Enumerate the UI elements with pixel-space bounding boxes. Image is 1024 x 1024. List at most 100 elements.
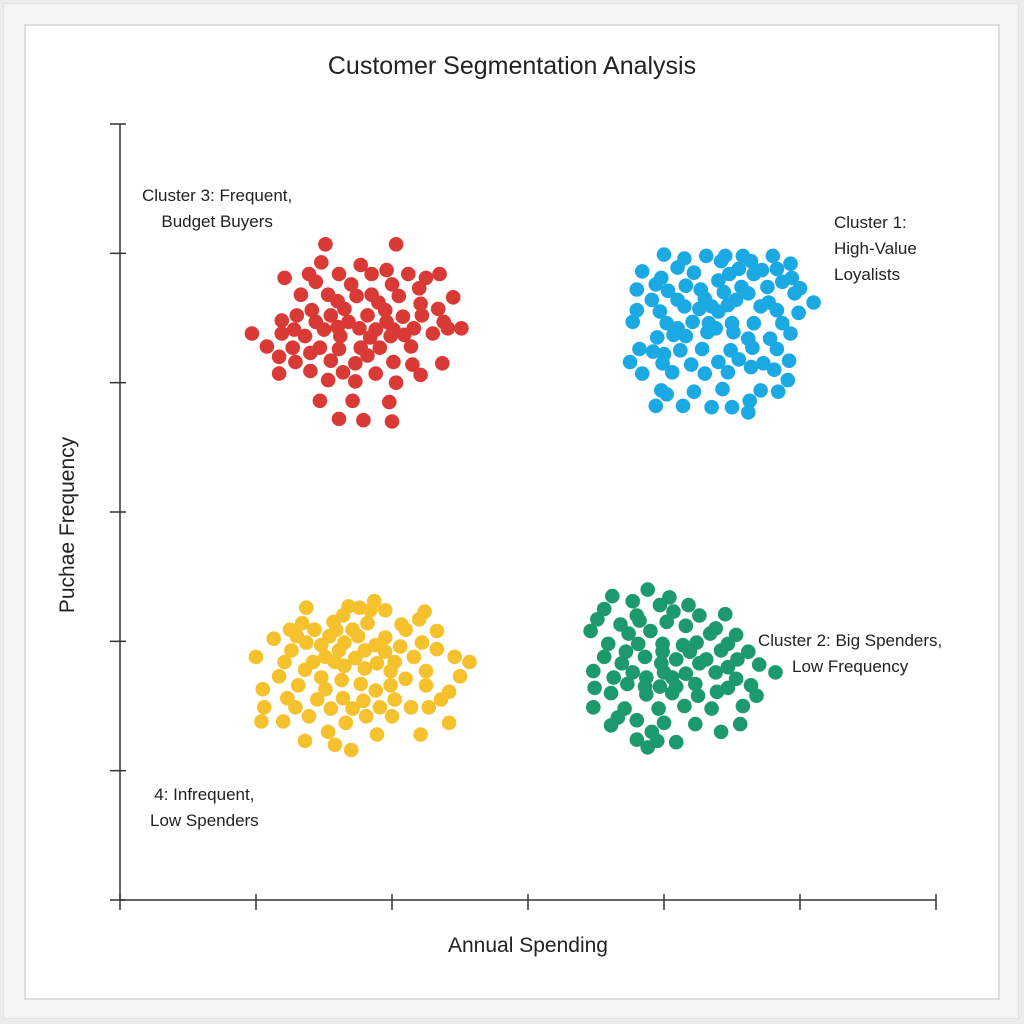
data-point <box>770 384 786 400</box>
data-point <box>297 733 313 749</box>
data-point <box>285 340 301 356</box>
data-point <box>303 345 318 361</box>
data-point <box>746 315 762 331</box>
data-point <box>596 601 612 617</box>
data-point <box>286 322 302 337</box>
data-point <box>259 339 275 354</box>
data-point <box>358 709 374 724</box>
data-point <box>387 692 403 707</box>
data-point <box>303 363 318 379</box>
data-point <box>625 314 640 330</box>
data-point <box>348 650 363 666</box>
data-point <box>711 304 726 319</box>
data-point <box>655 644 670 659</box>
data-point <box>659 614 674 630</box>
data-point <box>348 356 363 371</box>
data-point <box>629 282 645 297</box>
data-point <box>783 326 798 341</box>
data-point <box>411 281 427 296</box>
data-point <box>333 328 348 344</box>
data-point <box>445 290 461 305</box>
data-point <box>630 636 646 652</box>
data-point <box>656 715 672 731</box>
data-point <box>377 603 393 618</box>
data-point <box>353 676 369 692</box>
data-point <box>331 341 347 357</box>
data-point <box>644 292 660 308</box>
data-point <box>724 399 740 415</box>
data-point <box>304 302 320 318</box>
data-point <box>677 698 692 714</box>
annotation-line: High-Value <box>834 239 917 258</box>
data-point <box>640 582 655 597</box>
data-point <box>271 349 287 365</box>
data-point <box>694 341 710 357</box>
data-point <box>668 734 684 750</box>
data-point <box>713 253 729 269</box>
data-point <box>377 302 393 318</box>
data-point <box>345 701 360 716</box>
data-point <box>454 321 469 336</box>
data-point <box>756 356 771 371</box>
annotation-line: Loyalists <box>834 265 901 284</box>
data-point <box>709 684 725 700</box>
data-point <box>297 328 313 344</box>
data-point <box>698 248 714 264</box>
data-point <box>651 701 666 716</box>
data-point <box>677 299 692 314</box>
cluster-1-points <box>244 237 469 429</box>
data-point <box>327 737 343 753</box>
data-point <box>418 678 434 693</box>
data-point <box>587 680 602 696</box>
data-point <box>418 270 434 286</box>
data-point <box>290 678 306 693</box>
data-point <box>700 324 715 340</box>
data-point <box>320 724 336 740</box>
data-point <box>314 670 329 685</box>
data-point <box>331 411 347 427</box>
data-point <box>372 700 388 715</box>
chart-card <box>24 24 1000 1000</box>
data-point <box>720 659 736 675</box>
data-point <box>685 314 700 330</box>
data-point <box>652 304 668 319</box>
data-point <box>629 732 645 747</box>
data-point <box>356 412 371 428</box>
data-point <box>704 701 719 716</box>
data-point <box>583 623 598 639</box>
data-point <box>717 606 733 622</box>
data-point <box>753 299 768 314</box>
data-point <box>384 709 400 724</box>
data-point <box>386 354 401 370</box>
x-axis-label: Annual Spending <box>448 934 608 957</box>
data-point <box>441 715 457 731</box>
data-point <box>462 654 477 670</box>
data-point <box>659 387 674 402</box>
data-point <box>372 340 388 356</box>
data-point <box>289 308 305 323</box>
data-point <box>711 354 726 370</box>
data-point <box>708 665 723 680</box>
data-point <box>288 700 303 715</box>
data-point <box>743 359 759 375</box>
data-point <box>384 414 400 429</box>
data-point <box>350 628 366 644</box>
data-point <box>692 301 707 317</box>
data-point <box>401 266 416 282</box>
data-point <box>688 716 703 732</box>
data-point <box>741 405 756 420</box>
data-point <box>414 308 430 323</box>
data-point <box>277 654 292 670</box>
data-point <box>716 284 732 300</box>
data-point <box>360 308 375 323</box>
data-point <box>749 688 764 703</box>
data-point <box>690 688 706 703</box>
data-point <box>675 398 691 414</box>
data-point <box>301 709 317 724</box>
data-point <box>618 644 634 659</box>
annotation-line: Low Frequency <box>792 657 909 676</box>
data-point <box>753 383 768 398</box>
data-point <box>586 700 601 715</box>
data-point <box>656 247 672 262</box>
annotation-line: Cluster 2: Big Spenders, <box>758 631 943 650</box>
